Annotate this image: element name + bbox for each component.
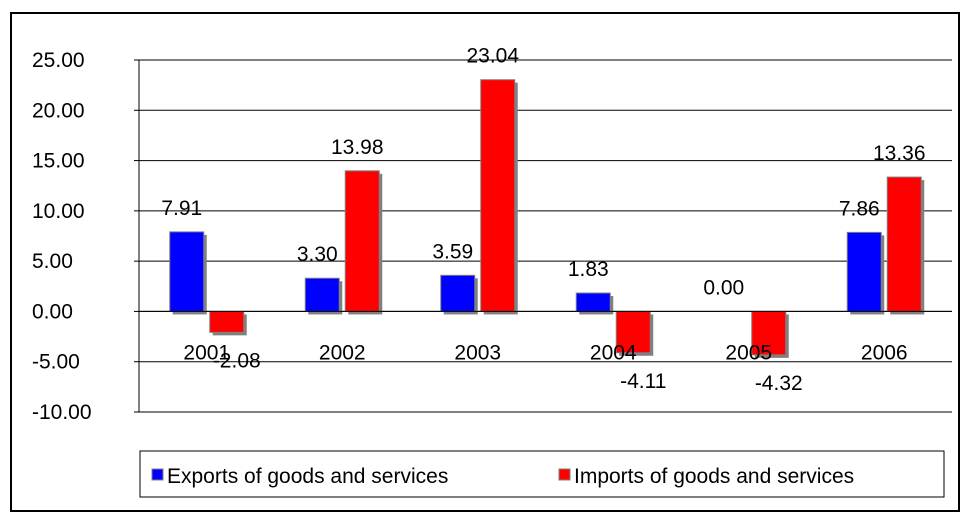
data-label-exports: 7.86 [839,197,880,220]
bar-imports [615,310,651,354]
y-tick-label: 0.00 [32,300,73,323]
bar-exports [575,292,611,312]
x-category-label: 2003 [454,341,501,364]
bar-exports [440,274,476,312]
bar-imports [209,310,245,333]
bar-exports [169,231,205,312]
legend-label-exports: Exports of goods and services [167,465,448,488]
gridlines [139,59,952,413]
data-label-exports: 7.91 [161,197,202,220]
data-label-exports: 1.83 [568,258,609,281]
bar-imports [480,79,516,312]
y-tick-label: 10.00 [32,200,85,223]
data-label-imports: 13.98 [331,136,384,159]
y-tick-label: 5.00 [32,250,73,273]
bar-exports [304,277,340,312]
bar-chart: 25.0020.0015.0010.005.000.00-5.00-10.00 … [32,45,952,498]
data-label-imports: -4.11 [620,370,666,393]
bar-imports [344,170,380,312]
x-axis-categories: 2001 2002 2003 2004 2005 2006 [183,341,907,364]
data-label-imports: 23.04 [466,45,519,68]
y-tick-label: -10.00 [32,401,92,424]
y-axis-ticks: 25.00 20.00 15.00 10.00 5.00 0.00 -5.00 -10.00 [32,49,139,424]
data-label-exports: 3.59 [432,240,473,263]
legend-label-imports: Imports of goods and services [574,465,854,488]
bar-imports [886,176,922,312]
bar-exports [846,231,882,312]
data-label-imports: -4.32 [755,372,803,395]
data-label-exports: 0.00 [703,276,744,299]
x-category-label: 2006 [861,341,908,364]
data-label-imports: 13.36 [873,142,926,165]
chart-frame: 25.00 20.00 15.00 10.00 5.00 0.00 -5.00 -10.00 … [10,12,960,512]
data-label-exports: 3.30 [297,243,338,266]
y-tick-label: -5.00 [32,351,80,374]
x-category-label: 2002 [319,341,366,364]
x-category-label: 2005 [725,341,772,364]
y-tick-label: 25.00 [32,49,85,72]
x-category-label: 2001 [183,341,230,364]
y-tick-label: 15.00 [32,150,85,173]
legend: Exports of goods and services Imports of… [139,450,945,498]
legend-box [139,450,945,498]
axes [138,60,952,412]
legend-swatch-imports [558,468,571,481]
y-tick-label: 20.00 [32,99,85,122]
bar-imports [751,310,787,356]
legend-swatch-exports [151,468,164,481]
data-label-imports: -2.08 [213,349,261,372]
data-labels: 7.91 -2.08 3.30 13.98 3.59 23.04 1.83 -4.11 0.00… [161,45,925,395]
x-category-label: 2004 [590,341,637,364]
bars [169,79,925,358]
